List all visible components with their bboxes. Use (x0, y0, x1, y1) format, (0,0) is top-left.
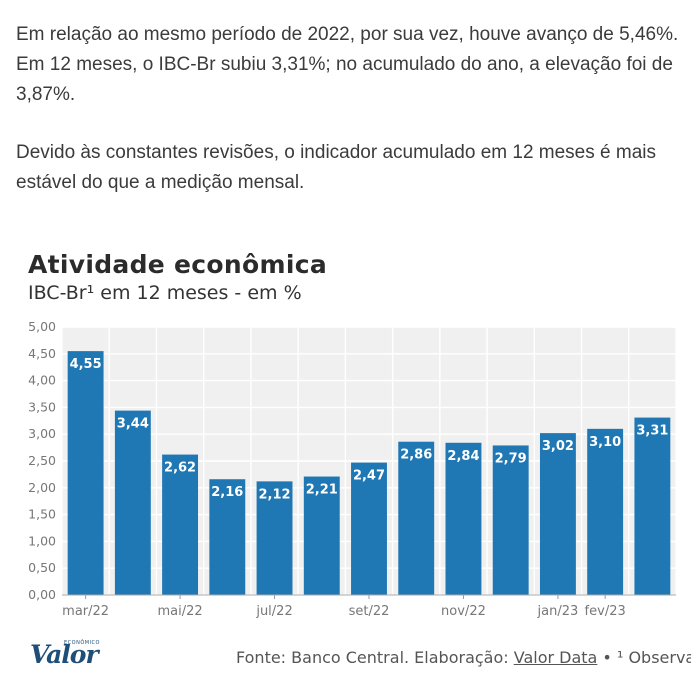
valor-logo-subtext: ECONÔMICO (64, 640, 100, 646)
y-tick-label: 1,50 (28, 507, 56, 522)
bar-value-label: 4,55 (70, 357, 102, 372)
bar-value-label: 2,86 (400, 448, 432, 463)
y-tick-label: 2,50 (28, 453, 56, 468)
y-tick-label: 4,50 (28, 346, 56, 361)
valor-logo: Valor (30, 640, 99, 669)
chart-source: Fonte: Banco Central. Elaboração: Valor … (236, 648, 691, 667)
bar (67, 351, 104, 595)
x-tick-label: mar/22 (62, 604, 109, 619)
y-tick-label: 5,00 (28, 319, 56, 334)
bar (445, 442, 482, 595)
bar-value-label: 3,10 (589, 435, 621, 450)
bar-value-label: 2,62 (164, 461, 196, 476)
y-tick-label: 0,00 (28, 587, 56, 602)
x-tick-label: fev/23 (585, 604, 626, 619)
article-paragraph-1: Em relação ao mesmo período de 2022, por… (16, 24, 679, 105)
bar (351, 462, 387, 595)
source-suffix: • ¹ Observac (602, 648, 691, 667)
bar (587, 428, 624, 595)
y-tick-label: 3,00 (28, 426, 56, 441)
bar-value-label: 2,12 (258, 487, 290, 502)
article-text: Em relação ao mesmo período de 2022, por… (16, 20, 688, 226)
y-tick-label: 0,50 (28, 560, 56, 575)
article-paragraph-2: Devido às constantes revisões, o indicad… (16, 142, 656, 193)
bar (398, 441, 435, 595)
bar-value-label: 3,02 (542, 439, 574, 454)
bar-value-label: 2,21 (306, 483, 338, 498)
bar (256, 481, 293, 595)
x-tick-label: nov/22 (441, 604, 486, 619)
bar (492, 445, 529, 595)
bar-chart: 0,00 0,50 1,00 1,50 2,00 2,50 3,00 3,50 4,00 4,50… (28, 319, 677, 619)
x-tick-label: jul/22 (255, 604, 292, 619)
bar (162, 454, 199, 595)
bar-value-label: 2,79 (495, 451, 527, 466)
chart-subtitle: IBC-Br¹ em 12 meses - em % (28, 282, 302, 304)
bar-value-label: 2,84 (447, 449, 479, 464)
bar (209, 479, 246, 595)
bar (634, 417, 671, 595)
y-tick-label: 2,00 (28, 480, 56, 495)
bar-value-label: 3,31 (636, 424, 668, 439)
y-tick-label: 4,00 (28, 373, 56, 388)
bar-value-label: 3,44 (117, 417, 149, 432)
bar-value-label: 2,47 (353, 469, 385, 484)
source-link-valor-data[interactable]: Valor Data (513, 648, 598, 667)
y-tick-label: 1,00 (28, 533, 56, 548)
bar (114, 410, 151, 595)
y-tick-label: 3,50 (28, 399, 56, 414)
x-tick-label: set/22 (349, 604, 390, 619)
bar (303, 476, 340, 595)
chart-title: Atividade econômica (28, 250, 327, 279)
x-tick-label: jan/23 (537, 604, 579, 619)
source-prefix: Fonte: Banco Central. Elaboração: (236, 648, 514, 667)
bar-value-label: 2,16 (211, 485, 243, 500)
x-tick-label: mai/22 (157, 604, 202, 619)
bar (539, 433, 576, 595)
